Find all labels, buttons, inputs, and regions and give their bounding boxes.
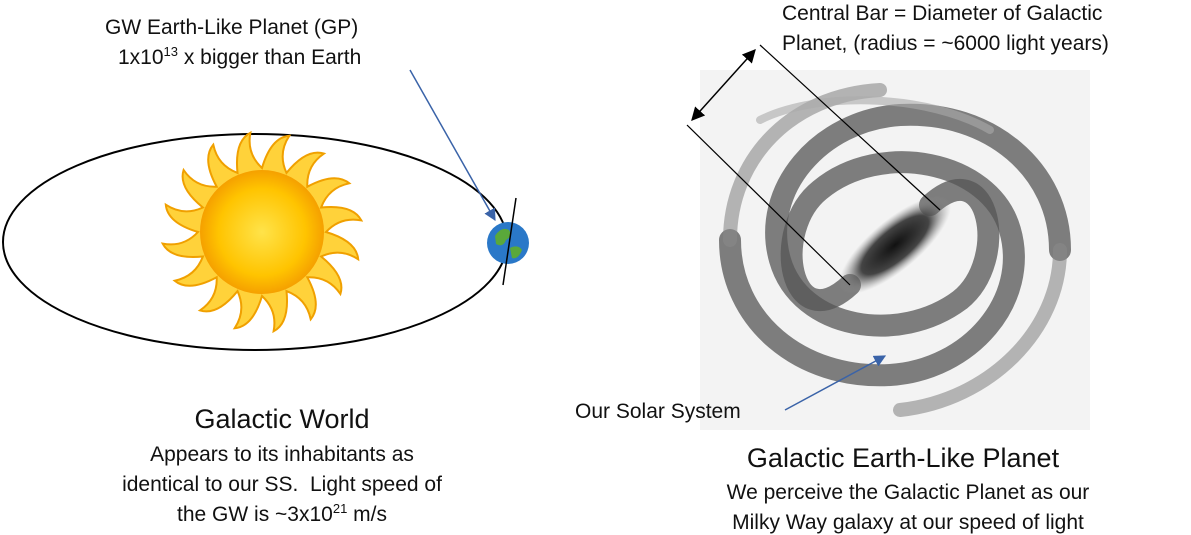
superscript: 21	[333, 501, 347, 516]
callout-arrow	[409, 69, 496, 222]
dimension-line	[759, 44, 941, 211]
caption: identical to our SS. Light speed of	[122, 473, 442, 496]
superscript: 13	[164, 44, 178, 59]
title: Galactic Earth-Like Planet	[747, 443, 1060, 473]
callout-text: Planet, (radius = ~6000 light years)	[782, 32, 1109, 55]
text: x bigger than Earth	[178, 46, 361, 69]
text: the GW is ~3x10	[177, 503, 333, 526]
caption: We perceive the Galactic Planet as our	[727, 481, 1090, 504]
text: m/s	[347, 503, 387, 526]
dimension-arrow	[691, 48, 756, 122]
text: 1x10	[118, 46, 164, 69]
callout-text: 1x1013 x bigger than Earth	[118, 44, 361, 69]
callout-text: GW Earth-Like Planet (GP)	[105, 16, 358, 39]
dimension-line	[686, 124, 851, 286]
marker-label: Our Solar System	[575, 400, 741, 423]
marker-arrow	[784, 355, 887, 411]
caption: Milky Way galaxy at our speed of light	[732, 511, 1084, 534]
caption: Appears to its inhabitants as	[150, 443, 414, 466]
earth	[487, 197, 529, 286]
caption: the GW is ~3x1021 m/s	[177, 501, 387, 526]
callout-text: Central Bar = Diameter of Galactic	[782, 2, 1102, 25]
galaxy	[700, 70, 1090, 430]
title: Galactic World	[194, 404, 369, 434]
sun	[160, 130, 364, 334]
